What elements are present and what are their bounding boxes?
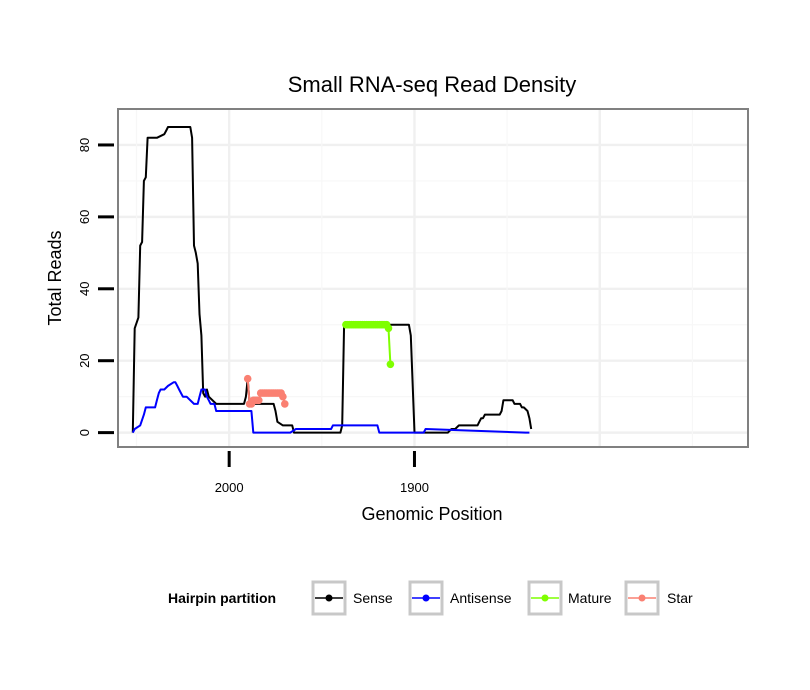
y-tick-label: 0 [77,429,92,436]
data-point-star [281,400,289,408]
legend: Hairpin partition Sense Antisense Mature… [168,580,693,616]
axes: 0 20 40 60 80 2000 1900 [77,138,429,495]
y-tick-label: 80 [77,138,92,152]
legend-item-antisense: Antisense [408,580,512,616]
y-tick-label: 60 [77,210,92,224]
y-tick-label: 20 [77,353,92,367]
panel-border [117,108,749,448]
y-axis-title: Total Reads [45,230,65,325]
legend-title: Hairpin partition [168,590,276,606]
legend-label-star: Star [667,590,693,606]
legend-label-sense: Sense [353,590,393,606]
legend-dot-mature [541,594,549,602]
legend-item-sense: Sense [311,580,393,616]
legend-item-star: Star [624,580,693,616]
data-point-mature [384,324,393,333]
series-layer [131,126,533,434]
series-line-antisense [131,381,530,434]
y-tick-label: 40 [77,282,92,296]
series-line-sense [131,126,533,434]
legend-dot-antisense [422,594,430,602]
x-tick-label: 1900 [400,480,429,495]
data-point-star [279,392,287,401]
legend-label-antisense: Antisense [450,590,512,606]
data-point-mature [386,360,395,369]
chart-title: Small RNA-seq Read Density [288,72,577,97]
legend-label-mature: Mature [568,590,612,606]
legend-dot-star [638,594,646,602]
plot-panel [118,109,748,447]
legend-item-mature: Mature [527,580,612,616]
x-axis-title: Genomic Position [361,504,502,524]
data-point-star [254,396,263,405]
x-tick-label: 2000 [215,480,244,495]
data-point-star [243,374,252,383]
legend-dot-sense [325,594,333,602]
grid [118,109,748,447]
